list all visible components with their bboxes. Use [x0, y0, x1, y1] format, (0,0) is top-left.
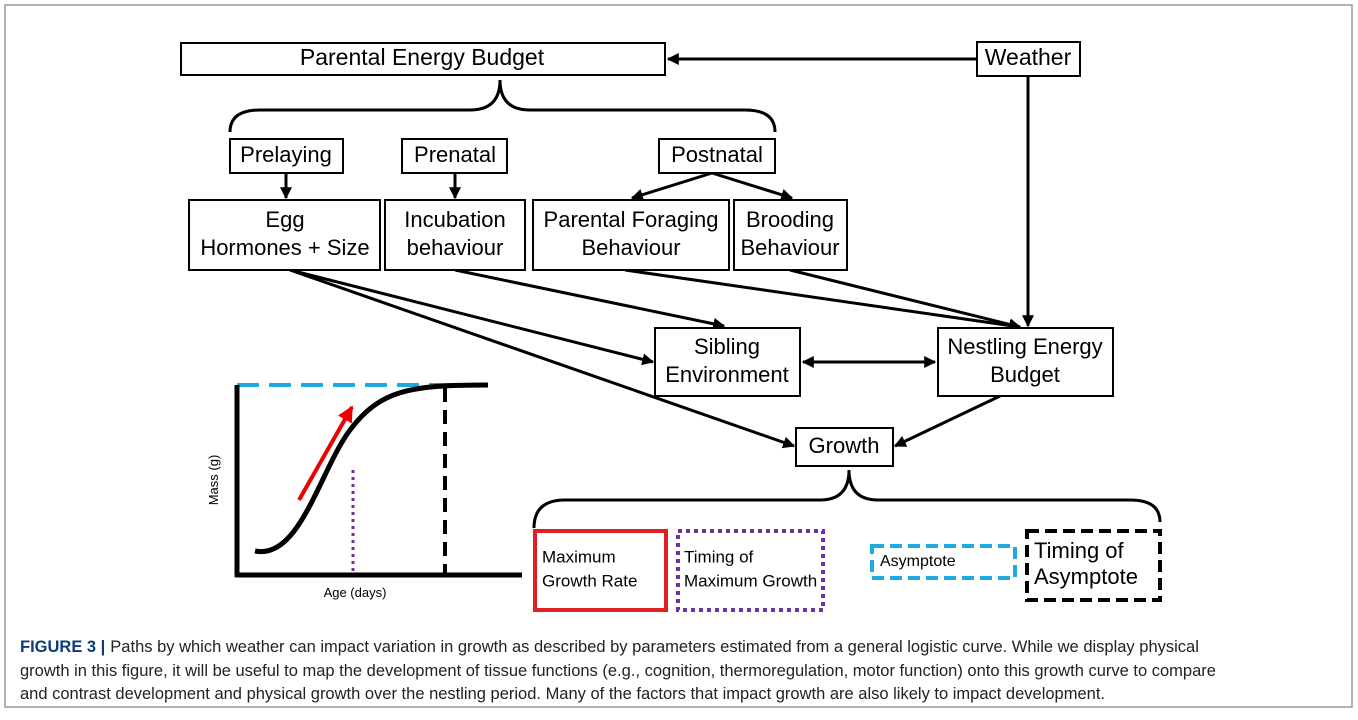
- node-label: Weather: [985, 44, 1072, 70]
- bracket: [228, 79, 777, 133]
- caption-line: Paths by which weather can impact variat…: [110, 638, 1199, 656]
- node-label: Asymptote: [1034, 564, 1138, 589]
- inset-y-label: Mass (g): [206, 455, 221, 506]
- boxes: [180, 41, 1162, 612]
- caption-label: FIGURE 3 |: [20, 638, 105, 656]
- node-label: Growth Rate: [542, 571, 637, 590]
- node-label: Nestling Energy: [947, 334, 1102, 359]
- inset-graph: [234, 382, 522, 578]
- node-label: Asymptote: [880, 553, 956, 570]
- node-label: Parental Energy Budget: [300, 44, 545, 70]
- node-label: Sibling: [694, 334, 760, 359]
- node-labels: Parental Energy Budget Weather Prelaying Pr…: [200, 44, 1138, 590]
- arrows: [280, 53, 1034, 449]
- node-label: Incubation: [404, 207, 506, 232]
- node-label: Prelaying: [240, 142, 332, 167]
- caption-line: growth in this figure, it will be useful…: [20, 662, 1216, 680]
- node-label: Timing of: [684, 547, 754, 566]
- node-label: Egg: [265, 207, 304, 232]
- node-label: Maximum Growth: [684, 571, 817, 590]
- node-label: Behaviour: [740, 235, 839, 260]
- bracket: [532, 469, 1162, 529]
- figure-border: [4, 4, 1353, 708]
- caption-line: and contrast development and physical gr…: [20, 685, 1105, 703]
- node-label: Parental Foraging: [544, 207, 719, 232]
- caption: FIGURE 3 | Paths by which weather can imp…: [20, 638, 1199, 656]
- node-label: Growth: [809, 433, 880, 458]
- node-label: Behaviour: [581, 235, 680, 260]
- node-label: Maximum: [542, 547, 616, 566]
- node-label: Brooding: [746, 207, 834, 232]
- inset-x-label: Age (days): [324, 585, 387, 600]
- node-label: behaviour: [407, 235, 504, 260]
- node-label: Postnatal: [671, 142, 763, 167]
- node-label: Hormones + Size: [200, 235, 369, 260]
- node-label: Environment: [665, 362, 789, 387]
- node-label: Timing of: [1034, 538, 1125, 563]
- node-label: Prenatal: [414, 142, 496, 167]
- node-label: Budget: [990, 362, 1060, 387]
